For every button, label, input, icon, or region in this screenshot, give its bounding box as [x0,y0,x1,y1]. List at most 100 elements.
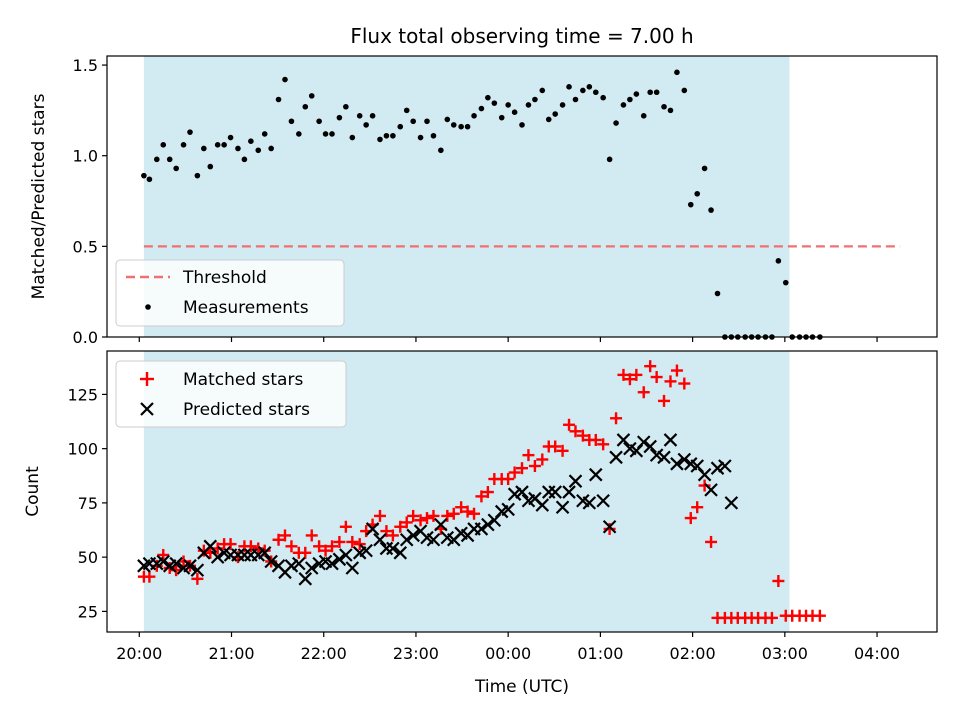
matched-star-point [157,548,170,561]
measurement-point [377,136,383,143]
matched-star-point [353,538,366,551]
measurement-point [166,156,173,163]
predicted-star-point [724,496,739,510]
matched-star-point [705,535,718,548]
y-tick-label: 25 [78,602,98,621]
predicted-star-point [697,467,712,482]
matched-star-point [637,386,650,399]
predicted-star-point [501,502,515,517]
ratio-panel-legend: Threshold Measurements [115,259,345,327]
matched-star-point [664,375,677,388]
predicted-star-point [345,561,360,575]
predicted-star-point [298,572,313,586]
matched-star-point [461,505,474,518]
matched-star-point [603,522,616,535]
predicted-star-point [568,474,583,488]
measurement-point [613,120,619,126]
measurement-point [221,142,227,148]
matched-star-point [617,368,630,381]
measurement-point [288,118,295,125]
matched-star-point [691,501,704,514]
measurement-point [154,156,160,163]
measurement-point [390,132,396,139]
matched-star-point [319,544,332,557]
y-tick-label: 75 [78,494,98,513]
chart-title: Flux total observing time = 7.00 h [350,24,693,48]
measurement-point [633,91,640,97]
predicted-star-point [399,533,414,547]
x-axis-label: Time (UTC) [474,677,569,697]
measurement-point [261,131,268,137]
matched-star-point [373,509,386,522]
predicted-star-point [426,533,441,547]
predicted-star-point [365,522,380,536]
measurement-point [146,176,153,183]
measurement-point [511,109,518,115]
measurement-point [336,114,343,121]
predicted-star-point [210,550,225,564]
matched-star-point [455,501,468,514]
predicted-star-point [156,554,171,569]
matched-star-point [441,509,454,522]
predicted-star-point [339,548,353,562]
matched-star-point [670,364,683,377]
measurement-point [214,142,221,148]
measurement-point [160,142,167,148]
measurement-point [308,93,315,99]
matched-star-point [610,412,623,425]
x-tick-label: 20:00 [116,644,162,663]
measurement-point [667,107,674,114]
measurement-point [478,105,485,112]
measurement-point [661,103,667,110]
predicted-star-point [609,450,623,465]
matched-star-point [576,429,589,442]
measurement-point [316,118,322,125]
matched-star-point [305,529,318,542]
predicted-star-point [169,556,183,571]
matched-stars-legend-swatch [140,372,154,386]
predicted-star-point [657,450,671,465]
measurement-point [424,118,430,125]
measurement-point [241,156,248,163]
measurement-point [586,84,593,90]
y-tick-label: 50 [78,548,98,567]
matched-star-point [684,512,697,525]
predicted-star-point [636,435,651,449]
measurement-point [498,114,505,121]
matched-star-point [502,473,515,486]
matched-star-point [313,540,326,553]
measurement-point [369,113,376,119]
measurement-point [322,131,329,137]
count-panel-x-ticks: 20:00 21:00 22:00 23:00 00:00 01:00 02:00 03:00… [116,632,900,663]
x-tick-label: 23:00 [393,644,439,663]
matched-star-point [475,490,488,503]
matched-star-point [516,462,528,475]
measurement-point [180,142,187,148]
x-tick-label: 01:00 [577,644,623,663]
measurement-point [640,113,647,119]
measurement-point [282,76,288,83]
measurement-point [592,89,599,96]
matched-star-point [678,377,691,390]
measurement-point [701,165,708,172]
measurement-point [782,279,789,286]
measurement-point [438,147,444,154]
measurement-point [275,96,282,103]
matched-star-point [224,538,237,551]
y-tick-label: 0.5 [73,237,98,256]
measurement-point [349,134,356,141]
matched-star-point [468,507,481,520]
matched-star-point [339,520,352,533]
y-tick-label: 100 [67,440,98,459]
x-tick-label: 00:00 [485,644,531,663]
measurement-point [714,290,721,297]
predicted-star-point [670,457,684,471]
matched-star-point [772,575,785,588]
ratio-panel-y-axis-label: Matched/Predicted stars [29,93,49,299]
predicted-star-point [481,517,495,532]
threshold-legend-label: Threshold [182,268,267,288]
measurement-point [201,145,207,152]
ratio-panel-y-ticks: 0.0 0.5 1.0 1.5 [73,56,107,347]
